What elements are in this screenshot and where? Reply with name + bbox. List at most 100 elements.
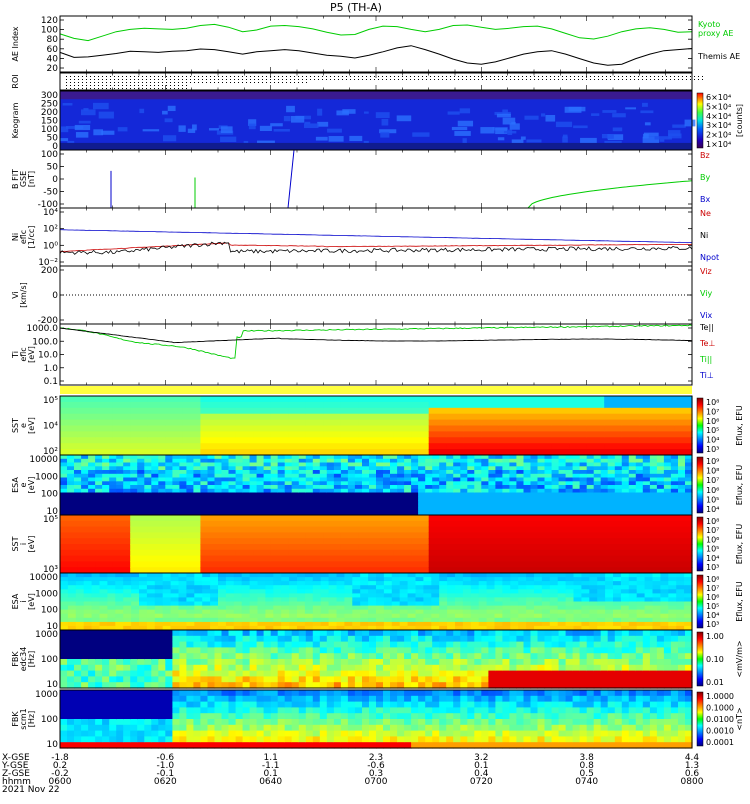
esa_i-cell xyxy=(416,618,425,623)
keogram-patch xyxy=(397,115,412,121)
sst_i-cell xyxy=(218,550,236,556)
esa_e-cell xyxy=(636,474,644,478)
esa_e-cell xyxy=(559,478,567,482)
roi-flag xyxy=(142,79,143,80)
fbk_b-cell xyxy=(193,647,201,653)
esa_i-cell xyxy=(581,614,590,619)
esa_i-cell xyxy=(416,602,425,607)
roi-flag xyxy=(234,76,235,77)
fbk_b-cell xyxy=(250,642,258,648)
sst_i-cell xyxy=(394,532,412,538)
sst_e-cell xyxy=(587,420,605,427)
n-ytick-label: 10⁰ xyxy=(43,241,58,251)
roi-flag xyxy=(266,82,267,83)
esa_e-cell xyxy=(306,455,314,459)
esa_e-cell xyxy=(608,489,616,493)
esa_i-cell xyxy=(321,597,330,602)
esa_i-cell xyxy=(186,606,195,611)
esa_e-cell xyxy=(95,493,103,497)
fbk_b-cell xyxy=(229,659,237,665)
esa_e-cell xyxy=(81,500,89,504)
esa_i-cell xyxy=(423,610,432,615)
sst_e-cell xyxy=(148,402,166,409)
esa_e-cell xyxy=(411,459,419,463)
sst_e-cell xyxy=(358,396,376,403)
esa_e-cell xyxy=(390,504,398,508)
esa_e-cell xyxy=(172,489,180,493)
roi-flag xyxy=(338,76,339,77)
fbk_b-cell xyxy=(116,665,124,671)
esa_e-cell xyxy=(516,508,524,512)
roi-flag xyxy=(258,79,259,80)
esa_e-cell xyxy=(678,466,686,470)
esa_i-cell xyxy=(463,618,472,623)
esa_e-cell xyxy=(509,481,517,485)
esa_i-cell xyxy=(526,585,535,590)
esa_e-cell xyxy=(222,455,230,459)
esa_e-cell xyxy=(278,489,286,493)
esa_i-cell xyxy=(297,614,306,619)
fbk_b-cell xyxy=(172,671,180,677)
esa_e-cell xyxy=(236,508,244,512)
sst_i-cell xyxy=(622,538,640,544)
esa_i-cell xyxy=(226,589,235,594)
sst_e-cell xyxy=(130,402,148,409)
esa_i-cell xyxy=(400,618,409,623)
esa_e-cell xyxy=(67,474,75,478)
roi-flag xyxy=(414,79,415,80)
sst_e-cell xyxy=(499,431,517,438)
fbk_b-cell xyxy=(200,636,208,642)
esa_e-cell xyxy=(271,489,279,493)
keogram-colorbar-tick: 3×10⁴ xyxy=(706,121,731,130)
esa_e-cell xyxy=(678,463,686,467)
sst_e-cell xyxy=(481,426,499,433)
esa_e-cell xyxy=(158,470,166,474)
sst_i-cell xyxy=(236,544,254,550)
sst_e-cell xyxy=(622,402,640,409)
esa_i-cell xyxy=(123,585,132,590)
esa_i-cell xyxy=(210,618,219,623)
esa_e-cell xyxy=(299,474,307,478)
esa_i-cell xyxy=(76,606,85,611)
esa_e-cell xyxy=(60,489,68,493)
esa_i-cell xyxy=(400,622,409,627)
esa_e-cell xyxy=(137,481,145,485)
esa_e-cell xyxy=(664,489,672,493)
esa_i-cell xyxy=(455,602,464,607)
esa_e-cell xyxy=(60,500,68,504)
esa_i-ytick-label: 10000 xyxy=(29,573,58,583)
esa_e-cell xyxy=(215,474,223,478)
sst_e-cell xyxy=(569,420,587,427)
roi-flag xyxy=(690,76,691,77)
fbk_b-cell xyxy=(236,630,244,636)
sst_e-cell xyxy=(657,420,675,427)
roi-flag xyxy=(166,76,167,77)
esa_i-cell xyxy=(155,602,164,607)
esa_i-cell xyxy=(676,585,685,590)
esa_i-cell xyxy=(273,585,282,590)
roi-flag xyxy=(142,85,143,86)
esa_e-cell xyxy=(502,504,510,508)
fbk_b-cell xyxy=(74,653,82,659)
esa_i-cell xyxy=(463,597,472,602)
esa_e-cell xyxy=(144,463,152,467)
esa_e-cell xyxy=(559,474,567,478)
sst_i-cell xyxy=(657,527,675,533)
sst_e-cell xyxy=(674,420,692,427)
esa_e-cell xyxy=(573,504,581,508)
sst_e-cell xyxy=(604,437,622,444)
esa_e-cell xyxy=(453,496,461,500)
sst_i-cell xyxy=(148,532,166,538)
sst_i-colorbar xyxy=(697,517,703,571)
sst_i-cell xyxy=(394,544,412,550)
roi-flag xyxy=(642,79,643,80)
sst_i-cell xyxy=(306,544,324,550)
roi-flag xyxy=(142,88,143,89)
esa_e-cell xyxy=(285,500,293,504)
esa_e-cell xyxy=(636,493,644,497)
sst_i-cell xyxy=(499,556,517,562)
sst_e-cell xyxy=(200,443,218,450)
esa_e-cell xyxy=(594,463,602,467)
fbk_b-cell xyxy=(116,676,124,682)
esa_e-cell xyxy=(362,504,370,508)
